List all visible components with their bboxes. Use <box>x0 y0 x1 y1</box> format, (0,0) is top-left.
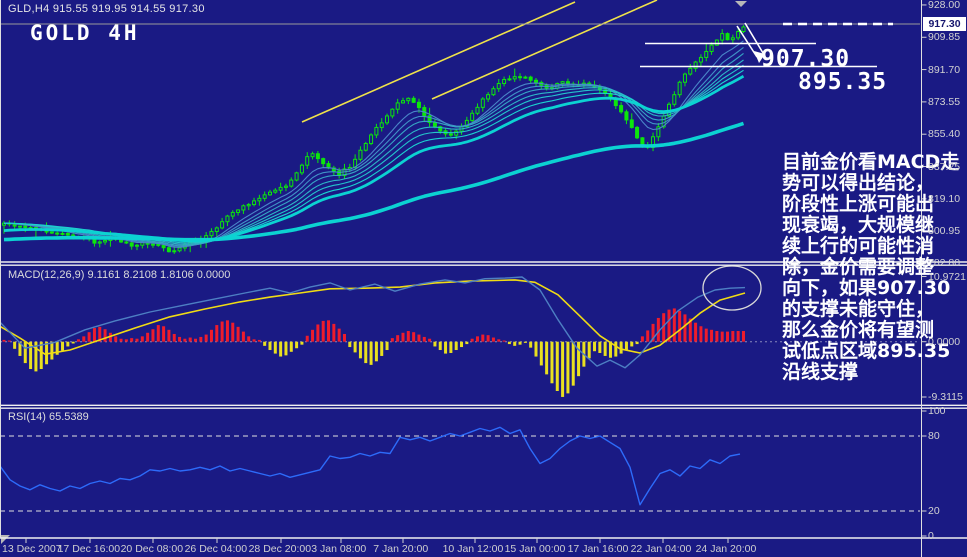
price-tick-label: 782.80 <box>928 257 961 270</box>
annotation-line: 那么金价将有望测 <box>782 319 935 341</box>
annotation-line: 目前金价看MACD走 <box>782 151 960 173</box>
price-tick-label: 800.95 <box>928 225 961 238</box>
time-label: 26 Dec 04:00 <box>184 543 248 555</box>
rsi-axis-label: 100 <box>928 405 946 417</box>
price-tick-label: 837.25 <box>928 160 961 173</box>
current-price-tag: 917.30 <box>923 17 966 31</box>
price-tick-label: 891.70 <box>928 63 961 76</box>
time-label: 28 Dec 20:00 <box>248 543 312 555</box>
time-label: 15 Jan 00:00 <box>504 543 566 555</box>
support-label-2: 895.35 <box>798 69 888 95</box>
macd-axis-label: 10.9721 <box>928 270 966 283</box>
time-label: 17 Jan 16:00 <box>567 543 629 555</box>
quote-line: GLD,H4 915.55 919.95 914.55 917.30 <box>8 3 205 15</box>
annotation-line: 现衰竭，大规模继 <box>782 214 935 236</box>
macd-axis-label: 0.0000 <box>928 335 961 348</box>
time-label: 3 Jan 08:00 <box>311 543 367 555</box>
macd-axis-label: -9.3115 <box>928 391 963 403</box>
rsi-label: RSI(14) 65.5389 <box>8 411 89 423</box>
rsi-axis-label: 80 <box>928 430 940 442</box>
time-label: 24 Jan 20:00 <box>695 543 757 555</box>
rsi-axis-label: 20 <box>928 505 940 517</box>
time-label: 20 Dec 08:00 <box>120 543 184 555</box>
time-label: 13 Dec 2007 <box>2 543 62 555</box>
price-tick-label: 909.85 <box>928 31 961 44</box>
annotation-line: 试低点区域895.35 <box>782 340 951 362</box>
price-tick-label: 873.55 <box>928 95 961 108</box>
annotation-line: 的支撑未能守住， <box>782 298 935 320</box>
price-tick-label: 819.10 <box>928 192 961 205</box>
annotation-line: 势可以得出结论， <box>782 172 935 194</box>
time-label: 22 Jan 04:00 <box>630 543 692 555</box>
rsi-axis-label: 0 <box>928 530 934 542</box>
annotation-line: 沿线支撑 <box>782 361 859 383</box>
time-label: 10 Jan 12:00 <box>442 543 504 555</box>
annotation-line: 除，金价需要调整 <box>782 256 935 278</box>
time-label: 17 Dec 16:00 <box>57 543 121 555</box>
annotation-line: 续上行的可能性消 <box>782 235 935 257</box>
support-label-1: 907.30 <box>761 46 851 72</box>
price-tick-label: 928.00 <box>928 0 961 11</box>
price-tick-label: 855.40 <box>928 128 961 141</box>
annotation-line: 阶段性上涨可能出 <box>782 193 935 215</box>
watermark-title: GOLD 4H <box>30 21 140 45</box>
annotation-line: 向下，如果907.30 <box>782 277 951 299</box>
macd-label: MACD(12,26,9) 9.1161 8.2108 1.8106 0.000… <box>8 269 231 281</box>
time-label: 7 Jan 20:00 <box>373 543 429 555</box>
